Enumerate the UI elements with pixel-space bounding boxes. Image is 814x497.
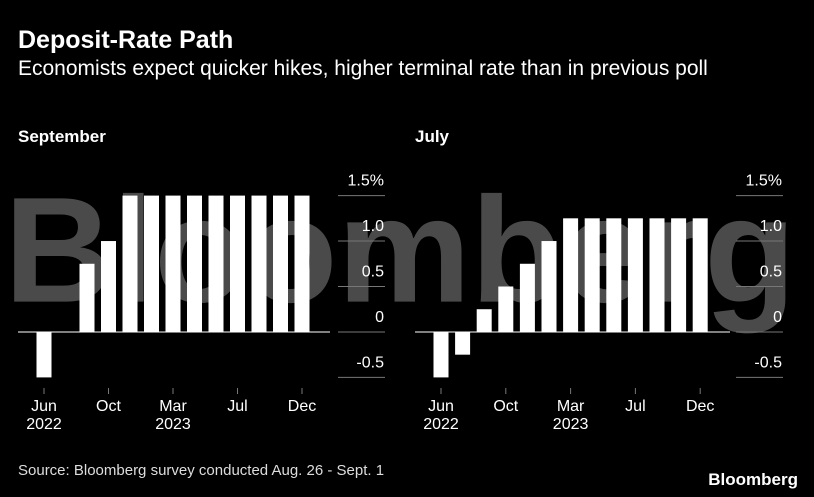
bar	[165, 195, 181, 332]
x-tick-label: Dec	[288, 398, 316, 415]
bar	[692, 218, 708, 332]
x-tick-label: Jun	[31, 398, 57, 415]
chart: Bloomberg September1.5%1.00.50-0.5Jun202…	[4, 127, 796, 433]
x-tick-label: Mar	[159, 398, 187, 415]
bar	[498, 286, 514, 332]
source: Source: Bloomberg survey conducted Aug. …	[18, 462, 385, 479]
bar	[144, 195, 159, 332]
x-tick-label: Jul	[227, 398, 247, 415]
bar	[251, 195, 267, 332]
bar	[563, 218, 579, 332]
x-tick-label: Jun	[428, 398, 454, 415]
y-tick-label: 0.5	[362, 264, 384, 281]
x-sublabel: 2023	[553, 416, 589, 433]
y-tick-label: 1.0	[760, 218, 782, 235]
bar	[627, 218, 643, 332]
subtitle: Economists expect quicker hikes, higher …	[18, 57, 708, 80]
y-tick-label: 1.5%	[746, 173, 782, 190]
title: Deposit-Rate Path	[18, 26, 234, 54]
y-tick-label: 1.5%	[348, 173, 384, 190]
bar	[455, 331, 471, 355]
bar	[671, 218, 687, 332]
bar	[79, 263, 95, 332]
y-tick-label: 0	[773, 309, 782, 326]
bar	[122, 195, 138, 332]
bar	[230, 195, 245, 332]
x-sublabel: 2022	[26, 416, 62, 433]
panel-title: September	[18, 127, 106, 146]
x-tick-label: Dec	[686, 398, 714, 415]
x-tick-label: Mar	[557, 398, 585, 415]
y-tick-label: -0.5	[356, 354, 384, 371]
bar	[36, 331, 52, 378]
y-tick-label: 1.0	[362, 218, 384, 235]
y-tick-label: 0.5	[760, 264, 782, 281]
bar	[433, 331, 449, 378]
bar	[541, 241, 557, 332]
bar	[273, 195, 288, 332]
bar	[584, 218, 600, 332]
bar	[294, 195, 310, 332]
x-sublabel: 2023	[155, 416, 191, 433]
bar	[101, 241, 116, 332]
bar	[606, 218, 622, 332]
logo: Bloomberg	[708, 470, 798, 489]
bar	[649, 218, 665, 332]
x-tick-label: Jul	[625, 398, 645, 415]
x-tick-label: Oct	[493, 398, 518, 415]
bar	[476, 309, 492, 332]
x-sublabel: 2022	[423, 416, 459, 433]
panel-title: July	[415, 127, 450, 146]
x-tick-label: Oct	[96, 398, 121, 415]
bar	[519, 263, 535, 332]
bar	[187, 195, 202, 332]
bar	[208, 195, 224, 332]
y-tick-label: 0	[375, 309, 384, 326]
y-tick-label: -0.5	[754, 354, 782, 371]
